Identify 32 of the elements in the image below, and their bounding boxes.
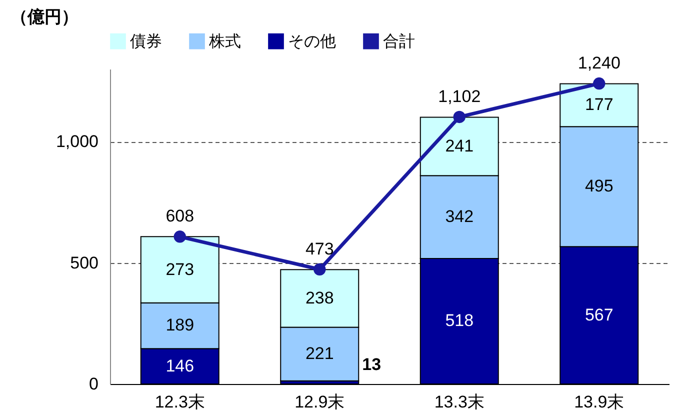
data-label: 177 (584, 95, 614, 114)
data-label: 273 (166, 260, 194, 279)
y-tick-label: 1,000 (56, 132, 98, 152)
legend-label: 債券 (130, 32, 162, 50)
point (593, 77, 606, 90)
data-label: 342 (445, 207, 474, 226)
data-label: 221 (305, 344, 334, 364)
data-label: 1,102 (438, 86, 481, 106)
data-label: 608 (166, 206, 194, 226)
data-label: 241 (445, 136, 474, 156)
data-label: 518 (445, 311, 474, 330)
data-label: 473 (305, 239, 334, 258)
data-label: 1,240 (578, 54, 620, 73)
data-label: 189 (166, 316, 194, 335)
x-tick-label: 13.3末 (434, 392, 484, 412)
y-axis-title: （億円） (10, 8, 78, 26)
legend-label: その他 (288, 33, 336, 50)
point (453, 110, 466, 124)
data-label: 495 (584, 176, 614, 196)
point (174, 230, 186, 243)
data-label: 13 (362, 354, 382, 374)
y-tick-label: 500 (70, 253, 98, 272)
legend-label: 合計 (383, 32, 415, 50)
data-label: 567 (584, 305, 614, 324)
x-tick-label: 13.9末 (574, 392, 624, 412)
x-tick-label: 12.9末 (294, 392, 345, 412)
y-tick-label: 0 (89, 374, 98, 394)
data-label: 146 (166, 356, 194, 376)
x-tick-label: 12.3末 (154, 392, 205, 412)
data-label: 238 (305, 288, 334, 308)
point (314, 263, 326, 276)
legend-label: 株式 (208, 32, 241, 50)
